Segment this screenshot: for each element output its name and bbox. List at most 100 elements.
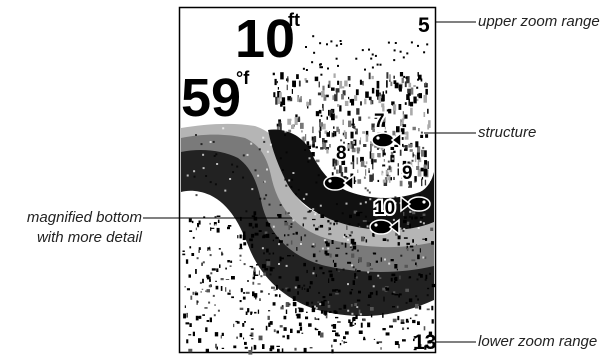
sonar-return-speck [357,179,362,184]
sonar-noise-speck [364,237,365,239]
sonar-return-speck [401,118,404,125]
sonar-noise-speck [189,230,193,232]
sonar-texture-speck [418,125,421,128]
sonar-texture-speck [419,194,422,197]
sonar-return-speck [326,148,329,154]
sonar-return-speck [322,104,324,111]
sonar-texture-speck [262,136,265,139]
depth-readout: 10 [235,9,295,69]
sonar-noise-speck [215,280,217,282]
sonar-texture-speck [405,301,408,304]
sonar-texture-speck [214,183,217,186]
sonar-return-speck [392,130,396,136]
sonar-texture-speck [195,134,197,136]
sonar-texture-speck [238,298,240,300]
sonar-noise-speck [195,291,197,293]
sonar-texture-speck [263,140,266,143]
sonar-texture-speck [315,307,318,310]
sonar-texture-speck [323,239,326,242]
fish-arch-9: 9 9 [400,161,431,213]
sonar-noise-speck [383,296,385,301]
sonar-texture-speck [312,272,315,275]
sonar-noise-speck [343,304,347,309]
sonar-noise-speck [413,336,418,338]
sonar-return-speck [393,49,396,52]
sonar-return-speck [317,92,322,96]
sonar-return-speck [371,123,375,130]
sonar-texture-speck [232,260,235,263]
sonar-noise-speck [430,227,434,231]
sonar-return-speck [403,114,408,119]
sonar-return-speck [318,109,322,114]
sonar-return-speck [408,161,411,167]
sonar-texture-speck [279,157,282,160]
sonar-return-speck [340,43,343,45]
sonar-noise-speck [220,335,222,339]
sonar-return-speck [378,94,380,97]
sonar-noise-speck [254,311,257,314]
sonar-noise-speck [414,216,418,220]
sonar-noise-speck [326,242,330,247]
sonar-noise-speck [417,321,420,325]
sonar-return-speck [394,144,399,147]
sonar-noise-speck [301,286,303,290]
sonar-return-speck [305,80,309,83]
sonar-noise-speck [405,320,409,323]
sonar-return-speck [428,120,431,128]
sonar-texture-speck [214,224,217,227]
sonar-noise-speck [265,233,270,238]
sonar-return-speck [335,88,340,93]
sonar-noise-speck [220,286,223,291]
sonar-texture-speck [290,225,293,228]
sonar-noise-speck [412,319,416,324]
sonar-texture-speck [304,149,307,151]
sonar-texture-speck [286,243,289,246]
fish-arch-7: 7 7 [371,109,402,149]
sonar-texture-speck [376,148,379,150]
sonar-noise-speck [327,301,330,304]
sonar-return-speck [376,63,379,66]
sonar-return-speck [386,72,389,79]
sonar-noise-speck [242,296,246,300]
sonar-noise-speck [367,304,370,306]
sonar-noise-speck [355,314,358,320]
sonar-noise-speck [332,289,336,292]
sonar-return-speck [403,75,406,78]
sonar-texture-speck [248,257,251,259]
sonar-noise-speck [279,257,284,260]
sonar-return-speck [352,155,355,162]
sonar-noise-speck [189,323,192,327]
sonar-noise-speck [424,345,427,350]
sonar-return-speck [276,123,280,127]
sonar-noise-speck [200,291,202,293]
sonar-texture-speck [426,294,429,297]
sonar-return-speck [400,137,404,140]
sonar-noise-speck [238,248,243,250]
sonar-noise-speck [416,265,418,267]
sonar-noise-speck [235,320,239,323]
sonar-return-speck [360,137,362,141]
sonar-return-speck [348,120,352,128]
sonar-texture-speck [196,300,199,303]
sonar-return-speck [319,63,322,66]
sonar-noise-speck [202,278,204,284]
fish-arch-10: 10 10 [369,196,400,236]
sonar-noise-speck [188,218,192,223]
sonar-return-speck [343,176,347,179]
sonar-return-speck [408,98,410,106]
sonar-texture-speck [304,234,307,237]
sonar-noise-speck [341,340,343,342]
sonar-return-speck [368,168,370,171]
sonar-noise-speck [253,344,256,350]
sonar-return-speck [427,124,430,130]
sonar-noise-speck [332,330,336,332]
sonar-noise-speck [202,314,205,316]
sonar-return-speck [421,178,423,187]
sonar-noise-speck [227,292,231,295]
sonar-noise-speck [271,286,275,289]
sonar-noise-speck [186,288,190,291]
sonar-noise-speck [204,307,208,309]
sonar-noise-speck [345,252,348,255]
sonar-noise-speck [304,288,306,290]
sonar-return-speck [291,89,293,94]
